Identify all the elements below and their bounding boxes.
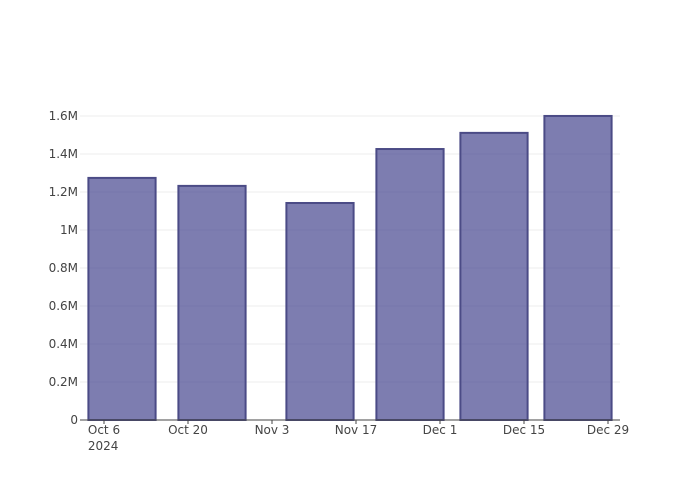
bar xyxy=(543,114,613,421)
x-tick-label: Nov 17 xyxy=(335,423,378,437)
y-tick-label: 0 xyxy=(70,413,78,427)
y-tick-label: 1.4M xyxy=(49,147,78,161)
y-tick-label: 1.6M xyxy=(49,109,78,123)
y-tick-label: 1M xyxy=(60,223,78,237)
x-tick-sublabel: 2024 xyxy=(88,439,119,453)
x-tick-label: Dec 15 xyxy=(503,423,545,437)
bar xyxy=(177,184,247,421)
y-tick-label: 0.2M xyxy=(49,375,78,389)
y-tick-label: 1.2M xyxy=(49,185,78,199)
x-tick-label: Oct 6 xyxy=(88,423,120,437)
x-tick-label: Dec 1 xyxy=(423,423,458,437)
bar xyxy=(285,201,355,421)
x-tick-label: Dec 29 xyxy=(587,423,629,437)
x-tick-label: Oct 20 xyxy=(168,423,208,437)
bar xyxy=(87,176,157,421)
bar xyxy=(459,131,529,421)
y-tick-label: 0.6M xyxy=(49,299,78,313)
y-tick-label: 0.8M xyxy=(49,261,78,275)
x-tick-label: Nov 3 xyxy=(255,423,290,437)
y-tick-label: 0.4M xyxy=(49,337,78,351)
bar xyxy=(375,148,445,421)
